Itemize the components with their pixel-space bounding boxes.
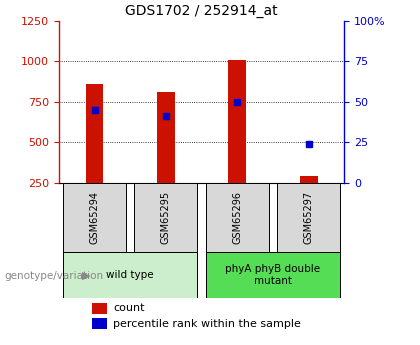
Bar: [157, 92, 175, 183]
FancyBboxPatch shape: [206, 252, 340, 298]
Title: GDS1702 / 252914_at: GDS1702 / 252914_at: [125, 4, 278, 18]
FancyBboxPatch shape: [277, 183, 340, 252]
Text: ▶: ▶: [82, 271, 90, 281]
Text: count: count: [113, 304, 145, 313]
Text: GSM65296: GSM65296: [232, 191, 242, 244]
Text: phyA phyB double
mutant: phyA phyB double mutant: [226, 264, 320, 286]
Bar: [300, 176, 318, 183]
FancyBboxPatch shape: [206, 183, 269, 252]
Bar: [228, 60, 246, 183]
FancyBboxPatch shape: [63, 183, 126, 252]
Text: GSM65294: GSM65294: [89, 191, 100, 244]
Text: genotype/variation: genotype/variation: [4, 271, 103, 281]
Bar: [86, 84, 103, 183]
Text: GSM65295: GSM65295: [161, 191, 171, 244]
Text: GSM65297: GSM65297: [304, 191, 314, 244]
FancyBboxPatch shape: [63, 252, 197, 298]
Text: percentile rank within the sample: percentile rank within the sample: [113, 319, 301, 329]
FancyBboxPatch shape: [134, 183, 197, 252]
Text: wild type: wild type: [106, 270, 154, 280]
